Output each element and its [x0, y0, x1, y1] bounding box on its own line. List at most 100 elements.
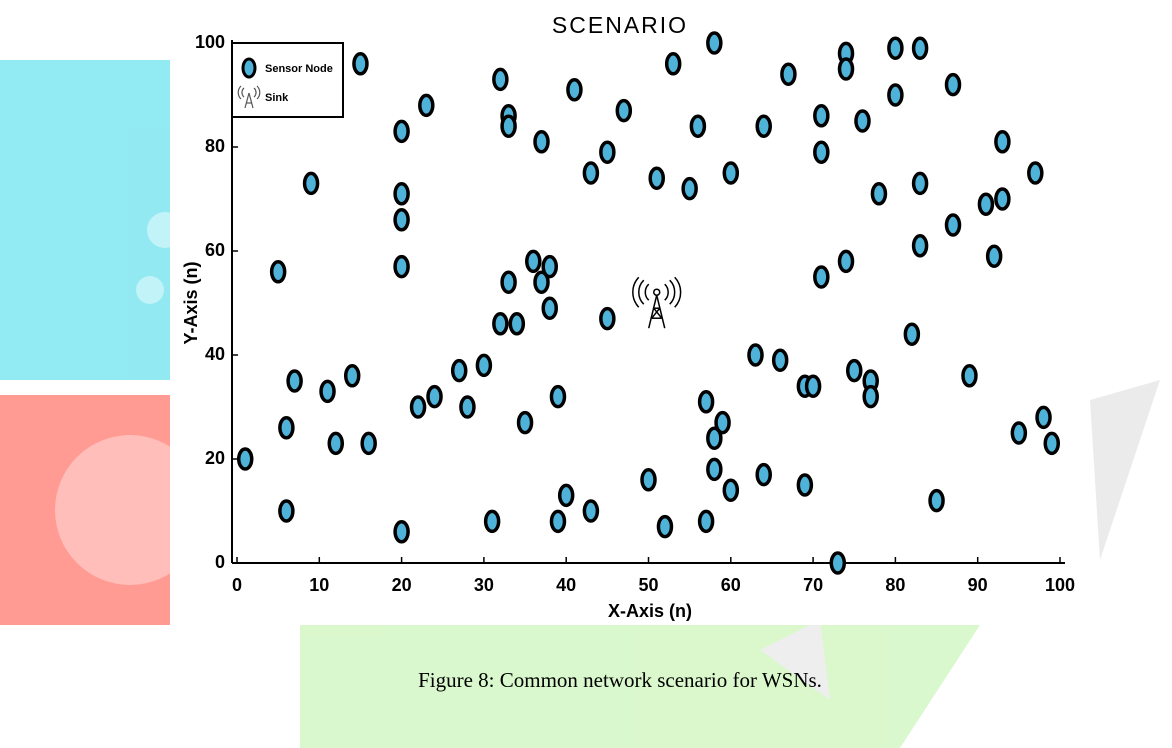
sensor-node: [477, 355, 490, 375]
sensor-node: [658, 517, 671, 537]
sensor-node: [395, 121, 408, 141]
sensor-node: [749, 345, 762, 365]
sensor-node: [412, 397, 425, 417]
sensor-node: [519, 413, 532, 433]
sensor-node: [815, 267, 828, 287]
x-tick-label: 60: [721, 575, 741, 595]
sensor-node: [996, 132, 1009, 152]
page: {"chart_data": {"type": "scatter", "titl…: [0, 0, 1172, 748]
sensor-node: [617, 101, 630, 121]
sensor-node: [988, 246, 1001, 266]
sensor-node: [914, 236, 927, 256]
sensor-node: [395, 522, 408, 542]
sensor-node: [1029, 163, 1042, 183]
sensor-node: [321, 381, 334, 401]
legend-label: Sensor Node: [265, 63, 333, 75]
sensor-node: [642, 470, 655, 490]
caption: Figure 8: Common network scenario for WS…: [418, 668, 822, 692]
y-tick-label: 60: [205, 240, 225, 260]
sensor-node: [280, 501, 293, 521]
sensor-node: [856, 111, 869, 131]
sensor-node: [510, 314, 523, 334]
sensor-node: [601, 142, 614, 162]
sensor-node: [905, 324, 918, 344]
sensor-node: [601, 309, 614, 329]
sensor-node: [502, 272, 515, 292]
sensor-node: [683, 179, 696, 199]
sensor-node: [914, 38, 927, 58]
sensor-node: [848, 361, 861, 381]
y-axis-label: Y-Axis (n): [181, 261, 201, 344]
sensor-node: [930, 491, 943, 511]
sensor-node: [568, 80, 581, 100]
sensor-node: [288, 371, 301, 391]
sensor-node: [889, 85, 902, 105]
sensor-node: [395, 210, 408, 230]
sensor-node: [354, 54, 367, 74]
x-tick-label: 90: [968, 575, 988, 595]
sensor-node: [1045, 433, 1058, 453]
sensor-node: [502, 116, 515, 136]
sensor-node: [815, 142, 828, 162]
sensor-node: [724, 163, 737, 183]
y-tick-label: 100: [195, 32, 225, 52]
chart: SCENARIO X-Axis (n) Y-Axis (n) Figure 8:…: [0, 0, 1172, 748]
y-tick-label: 40: [205, 344, 225, 364]
sensor-node: [716, 413, 729, 433]
x-tick-label: 0: [232, 575, 242, 595]
sensor-node: [774, 350, 787, 370]
sensor-node: [329, 433, 342, 453]
sensor-node: [864, 387, 877, 407]
sensor-node: [914, 173, 927, 193]
sensor-node: [872, 184, 885, 204]
sensor-node: [395, 184, 408, 204]
y-tick-label: 0: [215, 552, 225, 572]
sensor-node: [996, 189, 1009, 209]
sensor-node: [667, 54, 680, 74]
sensor-node: [420, 95, 433, 115]
sensor-node: [757, 465, 770, 485]
x-axis-label: X-Axis (n): [608, 601, 692, 621]
sensor-node: [807, 376, 820, 396]
sensor-node: [362, 433, 375, 453]
sensor-node: [815, 106, 828, 126]
sensor-node: [782, 64, 795, 84]
sensor-node: [272, 262, 285, 282]
sensor-node: [700, 392, 713, 412]
x-tick-label: 100: [1045, 575, 1075, 595]
sensor-node: [346, 366, 359, 386]
legend: Sensor Node Sink: [232, 43, 343, 117]
sensor-node: [494, 69, 507, 89]
legend-label: Sink: [265, 92, 289, 104]
sensor-node: [453, 361, 466, 381]
sensor-node: [543, 298, 556, 318]
x-tick-label: 40: [556, 575, 576, 595]
sensor-node: [979, 194, 992, 214]
sensor-node: [395, 257, 408, 277]
sensor-node: [305, 173, 318, 193]
x-tick-label: 20: [392, 575, 412, 595]
sensor-node: [757, 116, 770, 136]
x-tick-label: 10: [309, 575, 329, 595]
sensor-node: [691, 116, 704, 136]
chart-title: SCENARIO: [552, 12, 688, 38]
sensor-node: [1037, 407, 1050, 427]
sensor-node: [831, 553, 844, 573]
x-tick-label: 50: [638, 575, 658, 595]
sensor-node: [963, 366, 976, 386]
sensor-node: [840, 59, 853, 79]
x-tick-label: 70: [803, 575, 823, 595]
sensor-node: [947, 75, 960, 95]
sensor-node: [889, 38, 902, 58]
sensor-node: [798, 475, 811, 495]
x-tick-label: 30: [474, 575, 494, 595]
sensor-node: [494, 314, 507, 334]
sensor-node: [708, 33, 721, 53]
x-tick-label: 80: [885, 575, 905, 595]
sensor-node: [584, 163, 597, 183]
y-tick-label: 20: [205, 448, 225, 468]
sensor-node: [461, 397, 474, 417]
y-tick-label: 80: [205, 136, 225, 156]
sensor-node: [840, 251, 853, 271]
sensor-node: [551, 387, 564, 407]
